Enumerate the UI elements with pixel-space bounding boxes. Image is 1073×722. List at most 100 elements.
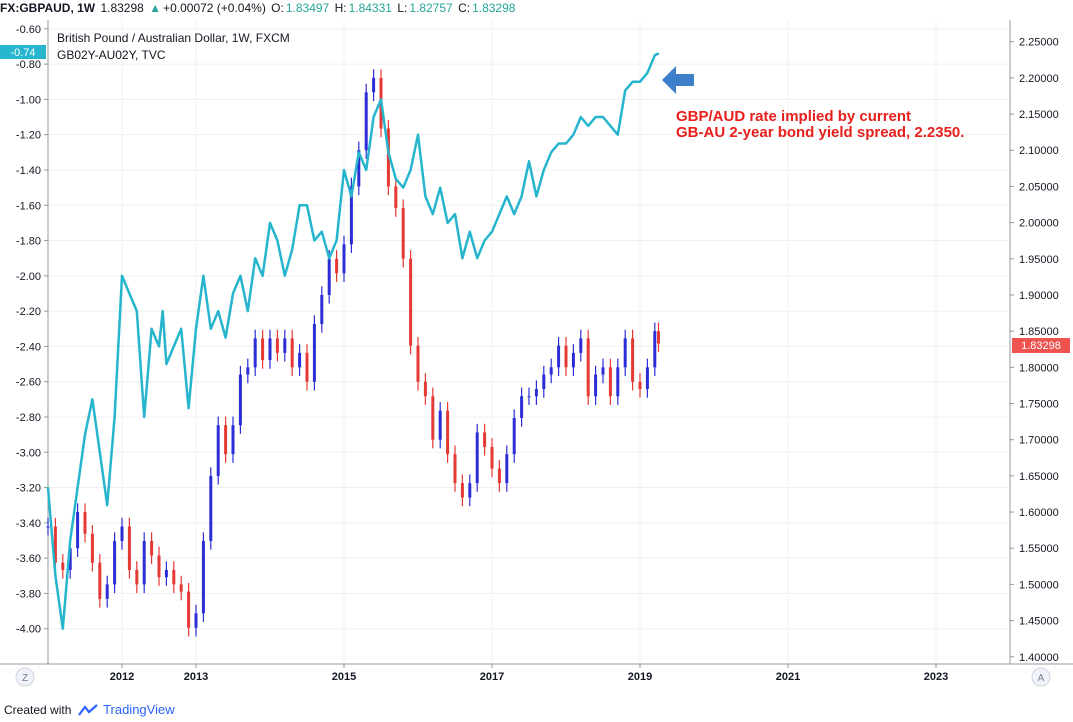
spread-point: [202, 275, 205, 277]
spread-point: [358, 151, 360, 154]
chart-svg[interactable]: -0.60 -0.80 -1.00 -1.20 -1.40 -1.60 -1.80 -2.00…: [0, 18, 1073, 690]
spread-point: [565, 142, 567, 145]
candle-body: [172, 569, 176, 585]
left-axis[interactable]: -0.60 -0.80 -1.00 -1.20 -1.40 -1.60 -1.80 -2.00…: [16, 24, 48, 636]
annotation-arrow-icon: [662, 66, 694, 94]
time-tick-label: 2012: [110, 671, 134, 683]
candle-body: [409, 258, 413, 346]
candle-body: [68, 548, 72, 570]
candle-body: [290, 338, 294, 368]
candle-body: [460, 483, 464, 498]
spread-point: [639, 81, 641, 83]
candle-body: [557, 345, 561, 368]
candle-body: [261, 338, 265, 361]
spread-point: [535, 195, 538, 198]
left-tick-label: -3.00: [16, 447, 41, 459]
left-tick-label: -1.60: [16, 200, 41, 212]
left-tick-label: -3.60: [16, 553, 41, 565]
spread-point: [372, 116, 375, 118]
spread-point: [454, 213, 456, 215]
spread-point: [432, 213, 434, 215]
candle-body: [349, 186, 353, 245]
spread-point: [506, 195, 508, 198]
right-tick-label: 1.55000: [1019, 543, 1059, 555]
left-tick-label: -1.20: [16, 130, 41, 142]
candle-body: [157, 555, 161, 578]
time-tick-label: 2017: [480, 671, 504, 683]
spread-point: [62, 627, 64, 630]
right-tick-label: 2.25000: [1019, 37, 1059, 49]
spread-point: [513, 213, 515, 215]
spread-point: [121, 275, 123, 277]
candle-body: [512, 417, 516, 455]
left-tick-label: -1.80: [16, 236, 41, 248]
candle-body: [623, 338, 627, 368]
legend-overlay-series[interactable]: GB02Y-AU02Y, TVC: [57, 48, 166, 62]
auto-scale-right-button[interactable]: A: [1031, 667, 1051, 687]
right-tick-label: 1.80000: [1019, 362, 1059, 374]
candle-body: [283, 338, 287, 353]
right-tick-label: 2.20000: [1019, 73, 1059, 85]
candle-body: [179, 584, 183, 592]
annotation-line-1: GBP/AUD rate implied by current: [676, 108, 911, 125]
candle-body: [320, 294, 324, 324]
spread-point: [461, 257, 464, 259]
spread-point: [143, 416, 145, 418]
left-tick-label: -3.80: [16, 588, 41, 600]
close-value: 1.83298: [472, 1, 516, 15]
candle-body: [187, 591, 191, 628]
spread-point: [439, 186, 442, 189]
spread-point: [84, 433, 86, 436]
spread-point: [402, 186, 405, 189]
spread-point: [54, 575, 57, 577]
right-tick-label: 2.15000: [1019, 109, 1059, 121]
time-axis[interactable]: 2012 2013 2015 2017 2019 2021 2023: [110, 664, 948, 683]
left-tick-label: -2.20: [16, 306, 41, 318]
spread-point: [239, 275, 242, 277]
symbol-label[interactable]: FX:GBPAUD, 1W: [0, 1, 96, 15]
candle-body: [542, 374, 546, 390]
spread-point: [550, 151, 552, 154]
high-label: H:: [334, 1, 347, 15]
left-tick-label: -4.00: [16, 624, 41, 636]
candle-body: [127, 526, 131, 570]
footer-brand[interactable]: TradingView: [103, 702, 175, 717]
right-tick-label: 1.45000: [1019, 616, 1059, 628]
right-axis[interactable]: 2.25000 2.20000 2.15000 2.10000 2.05000 2.000…: [1010, 37, 1059, 664]
candle-body: [305, 352, 309, 382]
chart-background: [0, 18, 1073, 690]
grid-lines: [48, 20, 1010, 664]
spread-point: [76, 486, 79, 489]
candle-body: [431, 396, 435, 440]
spread-point: [654, 54, 656, 57]
legend-main-series[interactable]: British Pound / Australian Dollar, 1W, F…: [57, 31, 290, 45]
spread-point: [602, 116, 604, 118]
candle-body: [90, 533, 94, 563]
left-tick-label: -3.20: [16, 483, 41, 495]
candle-body: [571, 352, 575, 368]
open-value: 1.83497: [285, 1, 330, 15]
chart-container[interactable]: -0.60 -0.80 -1.00 -1.20 -1.40 -1.60 -1.80 -2.00…: [0, 18, 1073, 690]
right-tick-label: 2.00000: [1019, 218, 1059, 230]
spread-point: [594, 116, 597, 118]
candle-body: [364, 92, 368, 151]
footer-credit[interactable]: Created with TradingView: [0, 698, 304, 721]
spread-point: [446, 222, 449, 224]
auto-scale-left-button[interactable]: Z: [15, 667, 35, 687]
spread-line-group: [46, 52, 660, 630]
low-value: 1.82757: [409, 1, 453, 15]
right-tick-label: 1.75000: [1019, 399, 1059, 411]
spread-point: [217, 310, 219, 312]
right-tick-label: 2.10000: [1019, 145, 1059, 157]
left-tick-label: -2.00: [16, 271, 41, 283]
tradingview-logo-icon: [77, 704, 98, 716]
left-tick-label: -2.80: [16, 412, 41, 424]
candle-body: [497, 468, 501, 484]
left-tick-label: -2.40: [16, 341, 41, 353]
candle-body: [505, 454, 509, 484]
candle-body: [224, 425, 228, 455]
candle-body: [83, 512, 87, 534]
time-tick-label: 2013: [184, 671, 208, 683]
candle-body: [579, 338, 583, 353]
spread-point: [417, 133, 419, 136]
